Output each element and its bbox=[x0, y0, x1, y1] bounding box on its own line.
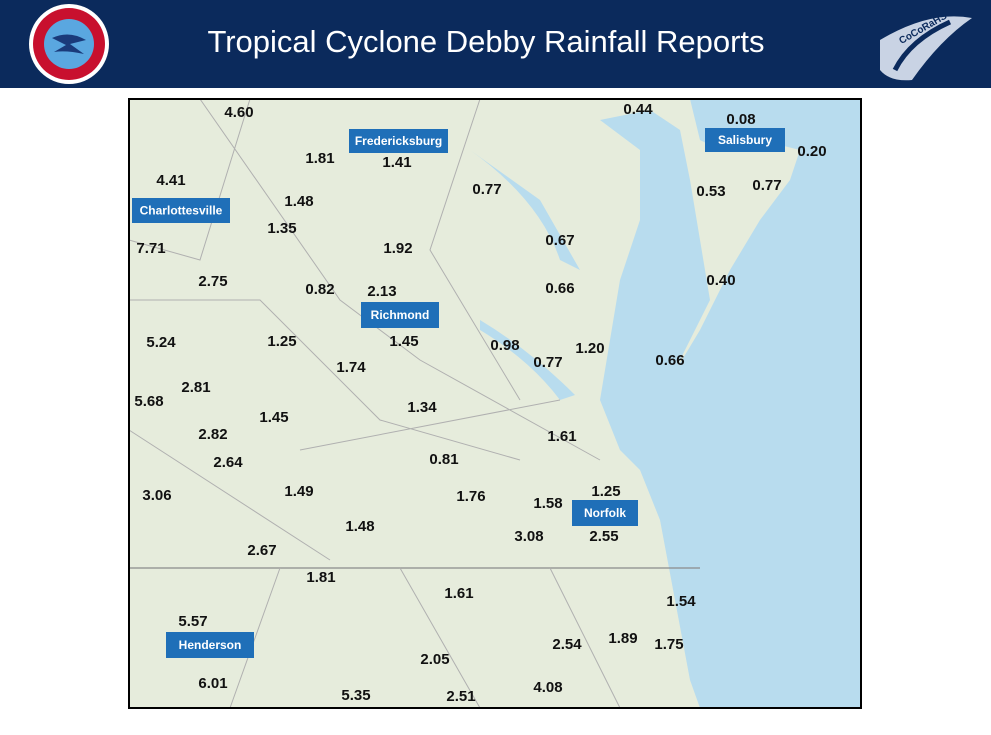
rainfall-report: 1.75 bbox=[654, 636, 683, 653]
rainfall-report: 0.44 bbox=[623, 101, 653, 118]
rainfall-report: 2.05 bbox=[420, 651, 449, 668]
rainfall-report: 0.66 bbox=[655, 352, 684, 369]
rainfall-report: 3.06 bbox=[142, 487, 171, 504]
city-label: Norfolk bbox=[584, 506, 626, 520]
rainfall-report: 2.13 bbox=[367, 283, 396, 300]
map bbox=[128, 98, 862, 709]
rainfall-report: 2.67 bbox=[247, 542, 276, 559]
rainfall-report: 1.74 bbox=[336, 359, 366, 376]
rainfall-report: 1.61 bbox=[444, 585, 473, 602]
rainfall-report: 0.81 bbox=[429, 451, 458, 468]
rainfall-report: 1.58 bbox=[533, 495, 562, 512]
rainfall-report: 2.81 bbox=[181, 379, 210, 396]
rainfall-report: 1.81 bbox=[305, 150, 334, 167]
rainfall-report: 0.67 bbox=[545, 232, 574, 249]
rainfall-report: 5.68 bbox=[134, 393, 163, 410]
rainfall-report: 0.77 bbox=[472, 181, 501, 198]
city-box bbox=[132, 198, 230, 223]
rainfall-report: 1.34 bbox=[407, 399, 437, 416]
rainfall-report: 1.45 bbox=[259, 409, 288, 426]
city-box bbox=[166, 632, 254, 658]
rainfall-report: 2.51 bbox=[446, 688, 475, 705]
city-label: Fredericksburg bbox=[355, 134, 442, 148]
rainfall-report: 0.08 bbox=[726, 111, 755, 128]
rainfall-report: 5.57 bbox=[178, 613, 207, 630]
city-label: Henderson bbox=[179, 638, 242, 652]
rainfall-report: 0.98 bbox=[490, 337, 519, 354]
rainfall-report: 1.49 bbox=[284, 483, 313, 500]
title: Tropical Cyclone Debby Rainfall Reports bbox=[207, 24, 764, 59]
rainfall-report: 6.01 bbox=[198, 675, 227, 692]
rainfall-report: 5.35 bbox=[341, 687, 370, 704]
rainfall-report: 1.92 bbox=[383, 240, 412, 257]
rainfall-report: 0.20 bbox=[797, 143, 826, 160]
rainfall-report: 1.54 bbox=[666, 593, 696, 610]
cocorahs-logo: CoCoRaHS bbox=[880, 11, 972, 81]
rainfall-report: 1.35 bbox=[267, 220, 296, 237]
rainfall-report: 0.53 bbox=[696, 183, 725, 200]
city-box bbox=[572, 500, 638, 526]
rainfall-report: 2.55 bbox=[589, 528, 618, 545]
rainfall-report: 7.71 bbox=[136, 240, 165, 257]
rainfall-report: 2.64 bbox=[213, 454, 243, 471]
rainfall-report: 1.41 bbox=[382, 154, 411, 171]
rainfall-report: 4.08 bbox=[533, 679, 562, 696]
rainfall-report: 1.89 bbox=[608, 630, 637, 647]
rainfall-report: 1.20 bbox=[575, 340, 604, 357]
rainfall-report: 0.66 bbox=[545, 280, 574, 297]
rainfall-report: 3.08 bbox=[514, 528, 543, 545]
rainfall-report: 1.81 bbox=[306, 569, 335, 586]
rainfall-report: 2.54 bbox=[552, 636, 582, 653]
city-box bbox=[349, 129, 448, 153]
rainfall-report: 1.25 bbox=[591, 483, 620, 500]
city-box bbox=[705, 128, 785, 152]
nws-logo bbox=[29, 4, 109, 84]
rainfall-report: 1.76 bbox=[456, 488, 485, 505]
rainfall-report: 1.48 bbox=[345, 518, 374, 535]
rainfall-report: 5.24 bbox=[146, 334, 176, 351]
rainfall-report: 2.82 bbox=[198, 426, 227, 443]
rainfall-report: 4.60 bbox=[224, 104, 253, 121]
city-box bbox=[361, 302, 439, 328]
rainfall-report: 1.45 bbox=[389, 333, 418, 350]
rainfall-report: 0.77 bbox=[752, 177, 781, 194]
rainfall-report: 2.75 bbox=[198, 273, 227, 290]
rainfall-report: 1.48 bbox=[284, 193, 313, 210]
rainfall-report: 0.82 bbox=[305, 281, 334, 298]
city-label: Richmond bbox=[371, 308, 430, 322]
city-label: Salisbury bbox=[718, 133, 772, 147]
rainfall-report: 0.77 bbox=[533, 354, 562, 371]
rainfall-report: 1.25 bbox=[267, 333, 296, 350]
header-bar bbox=[0, 0, 991, 88]
rainfall-report: 4.41 bbox=[156, 172, 185, 189]
rainfall-report: 0.40 bbox=[706, 272, 735, 289]
city-label: Charlottesville bbox=[140, 204, 223, 218]
rainfall-report: 1.61 bbox=[547, 428, 576, 445]
